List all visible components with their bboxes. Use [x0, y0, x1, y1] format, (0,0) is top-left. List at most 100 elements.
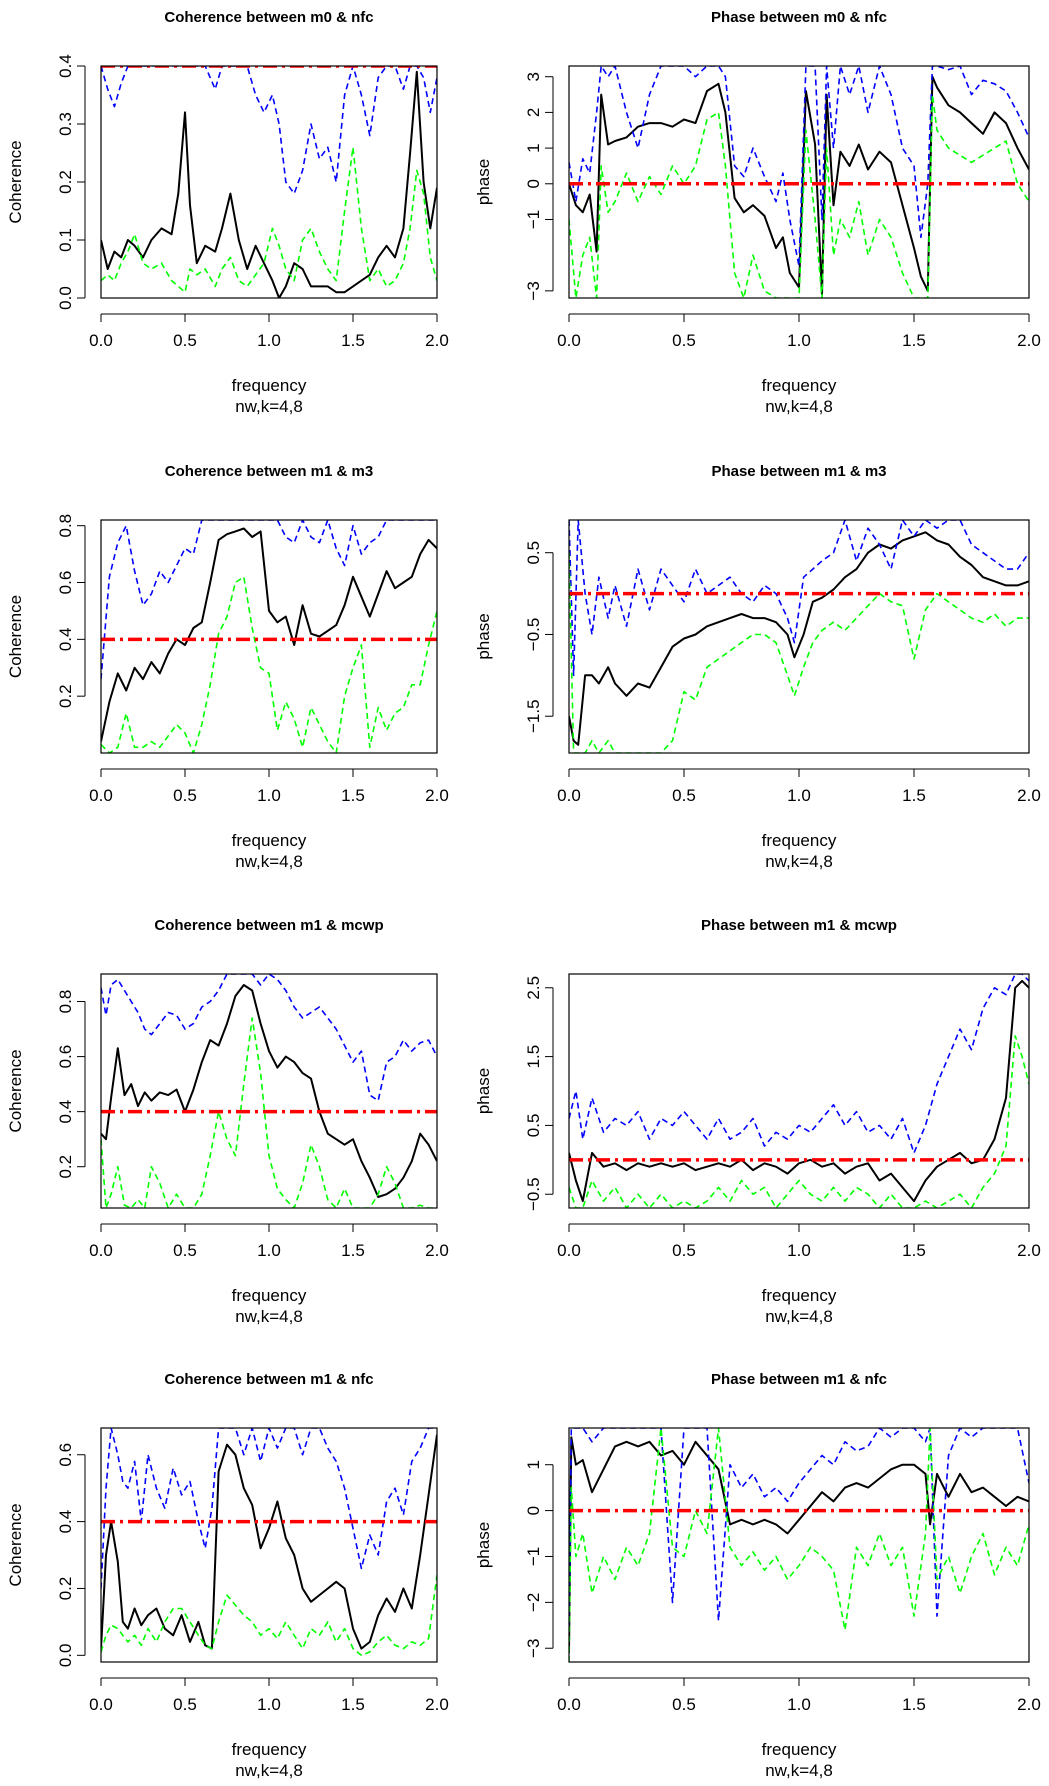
x-tick-label: 0.5: [173, 786, 197, 805]
y-axis-label: phase: [474, 1522, 493, 1568]
x-tick-label: 1.0: [257, 786, 281, 805]
x-tick-label: 0.5: [672, 1241, 696, 1260]
y-tick-label: 0.2: [56, 684, 75, 708]
x-axis-label: frequency: [232, 831, 307, 850]
lower-bound-line: [569, 1035, 1029, 1208]
y-tick-label: −3: [524, 281, 543, 300]
y-tick-label: 1.5: [524, 1045, 543, 1069]
y-tick-label: 0.2: [56, 1155, 75, 1179]
x-tick-label: 2.0: [425, 331, 449, 350]
y-tick-label: −1: [524, 1547, 543, 1566]
y-tick-label: 0.5: [524, 541, 543, 565]
y-tick-label: 0.8: [56, 514, 75, 538]
x-axis-sublabel: nw,k=4,8: [765, 397, 833, 416]
y-axis-label: Coherence: [6, 595, 25, 678]
x-tick-label: 1.5: [902, 786, 926, 805]
x-axis-label: frequency: [762, 1740, 837, 1759]
x-axis-sublabel: nw,k=4,8: [235, 397, 303, 416]
upper-bound-line: [569, 1428, 1029, 1626]
lower-bound-line: [101, 1574, 437, 1657]
x-tick-label: 1.5: [341, 1695, 365, 1714]
panel-coh-m1-m3: Coherence between m1 & m3 0.0 0.5 1.0 1.5 2.0…: [6, 463, 449, 871]
x-axis-label: frequency: [232, 1286, 307, 1305]
estimate-line: [101, 984, 437, 1198]
x-tick-label: 2.0: [425, 1695, 449, 1714]
x-tick-label: 0.0: [89, 1695, 113, 1714]
estimate-line: [101, 527, 437, 742]
upper-bound-line: [569, 974, 1029, 1154]
x-tick-label: 1.5: [341, 1241, 365, 1260]
y-axis-label: Coherence: [6, 1503, 25, 1586]
x-axis-label: frequency: [762, 1286, 837, 1305]
x-tick-label: 0.5: [173, 1695, 197, 1714]
x-tick-label: 2.0: [1017, 331, 1041, 350]
y-tick-label: 3: [524, 72, 543, 81]
panel-phase-m1-nfc: Phase between m1 & nfc 0.0 0.5 1.0 1.5 2.0 fre…: [474, 1371, 1041, 1780]
plot-area: [101, 1428, 437, 1657]
y-tick-label: 0.4: [56, 1510, 75, 1534]
x-tick-label: 2.0: [1017, 1241, 1041, 1260]
plot-frame: [568, 519, 1030, 754]
y-tick-label: 0: [524, 179, 543, 188]
plot-area: [569, 974, 1029, 1208]
plot-frame: [100, 973, 438, 1209]
x-tick-label: 2.0: [1017, 1695, 1041, 1714]
lower-bound-line: [101, 1017, 437, 1208]
plot-area: [569, 1428, 1029, 1662]
estimate-line: [569, 531, 1029, 746]
x-tick-label: 2.0: [425, 786, 449, 805]
x-tick-label: 1.5: [341, 786, 365, 805]
x-axis-sublabel: nw,k=4,8: [765, 1761, 833, 1780]
estimate-line: [101, 1434, 437, 1650]
panel-phase-m0-nfc: Phase between m0 & nfc 0.0 0.5 1.0 1.5 2.0 fre…: [474, 9, 1041, 416]
x-tick-label: 1.5: [341, 331, 365, 350]
x-tick-label: 1.0: [257, 331, 281, 350]
plot-frame: [100, 1427, 438, 1663]
y-tick-label: −3: [524, 1639, 543, 1658]
x-tick-label: 1.0: [787, 1695, 811, 1714]
plot-area: [569, 520, 1029, 753]
x-axis-sublabel: nw,k=4,8: [235, 1307, 303, 1326]
x-tick-label: 0.5: [672, 786, 696, 805]
y-tick-label: −0.5: [524, 618, 543, 652]
panel-coh-m0-nfc: Coherence between m0 & nfc 0.0 0.5 1.0 1.5 2.…: [6, 9, 449, 416]
plot-frame: [568, 1427, 1030, 1663]
x-tick-label: 1.0: [787, 1241, 811, 1260]
plot-area: [101, 974, 437, 1208]
panel-title: Coherence between m1 & mcwp: [154, 917, 383, 934]
x-tick-label: 1.0: [257, 1241, 281, 1260]
panel-coh-m1-nfc: Coherence between m1 & nfc 0.0 0.5 1.0 1.5 2.…: [6, 1371, 449, 1780]
x-tick-label: 0.0: [557, 1241, 581, 1260]
y-tick-label: 0.4: [56, 628, 75, 652]
upper-bound-line: [101, 1428, 437, 1589]
y-tick-label: −0.5: [524, 1177, 543, 1211]
y-tick-label: 0.3: [56, 112, 75, 136]
y-tick-label: 0.1: [56, 228, 75, 252]
y-tick-label: 0.6: [56, 571, 75, 595]
y-axis-label: phase: [474, 1068, 493, 1114]
lower-bound-line: [569, 552, 1029, 753]
y-axis-label: Coherence: [6, 1049, 25, 1132]
x-tick-label: 1.0: [787, 331, 811, 350]
y-tick-label: 0.2: [56, 170, 75, 194]
estimate-line: [569, 1436, 1029, 1653]
y-tick-label: 0.0: [56, 1643, 75, 1667]
x-tick-label: 0.0: [557, 1695, 581, 1714]
y-tick-label: 0.2: [56, 1577, 75, 1601]
x-axis-sublabel: nw,k=4,8: [765, 1307, 833, 1326]
panel-title: Coherence between m0 & nfc: [164, 9, 373, 26]
plot-area: [101, 520, 437, 753]
panel-phase-m1-mcwp: Phase between m1 & mcwp 0.0 0.5 1.0 1.5 2.0 fr…: [474, 917, 1041, 1326]
x-tick-label: 0.5: [173, 331, 197, 350]
y-tick-label: 0.4: [56, 54, 75, 78]
x-tick-label: 1.0: [787, 786, 811, 805]
y-tick-label: −1: [524, 210, 543, 229]
x-axis-label: frequency: [762, 376, 837, 395]
panel-title: Coherence between m1 & nfc: [164, 1371, 373, 1388]
x-tick-label: 2.0: [425, 1241, 449, 1260]
panel-title: Phase between m0 & nfc: [711, 9, 887, 26]
x-tick-label: 1.5: [902, 1241, 926, 1260]
panel-title: Coherence between m1 & m3: [165, 463, 373, 480]
y-tick-label: 0.5: [524, 1114, 543, 1138]
y-tick-label: 2.5: [524, 976, 543, 1000]
